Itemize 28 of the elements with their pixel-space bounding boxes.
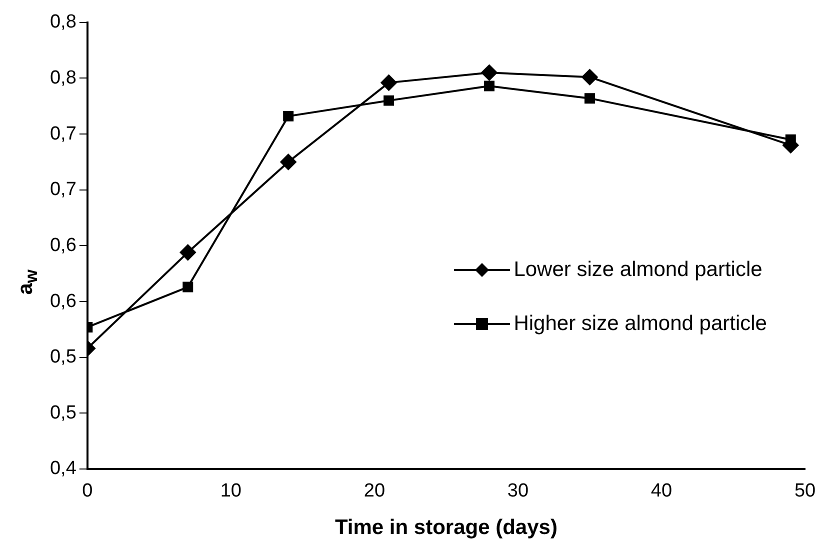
y-tick-label: 0,7 xyxy=(50,179,76,200)
y-tick-label: 0,6 xyxy=(50,290,76,312)
point xyxy=(283,110,294,122)
x-tick-label: 10 xyxy=(220,480,242,502)
point xyxy=(584,93,595,104)
x-tick-label: 50 xyxy=(794,480,816,502)
y-tick-label: 0,6 xyxy=(50,234,76,256)
point xyxy=(182,282,194,292)
y-tick-label: 0,5 xyxy=(50,402,76,424)
y-tick-label: 0,8 xyxy=(50,12,76,33)
y-tick-label: 0,4 xyxy=(50,458,77,480)
y-tick-label: 0,8 xyxy=(50,67,76,88)
y-tick-label: 0,7 xyxy=(50,123,76,144)
x-axis-title: Time in storage (days) xyxy=(334,516,558,540)
point xyxy=(180,244,196,260)
point xyxy=(582,69,598,86)
point xyxy=(384,95,394,106)
point xyxy=(380,74,397,91)
x-tick-label: 20 xyxy=(364,480,386,502)
y-tick-label: 0,5 xyxy=(50,346,76,368)
legend-label: Lower size almond particle xyxy=(514,258,762,282)
x-tick-label: 40 xyxy=(650,480,672,502)
x-tick-label: 0 xyxy=(82,480,93,502)
legend-label: Higher size almond particle xyxy=(514,312,767,336)
point xyxy=(280,154,296,170)
x-tick-label: 30 xyxy=(507,480,529,502)
point xyxy=(484,80,495,92)
point xyxy=(481,64,498,81)
